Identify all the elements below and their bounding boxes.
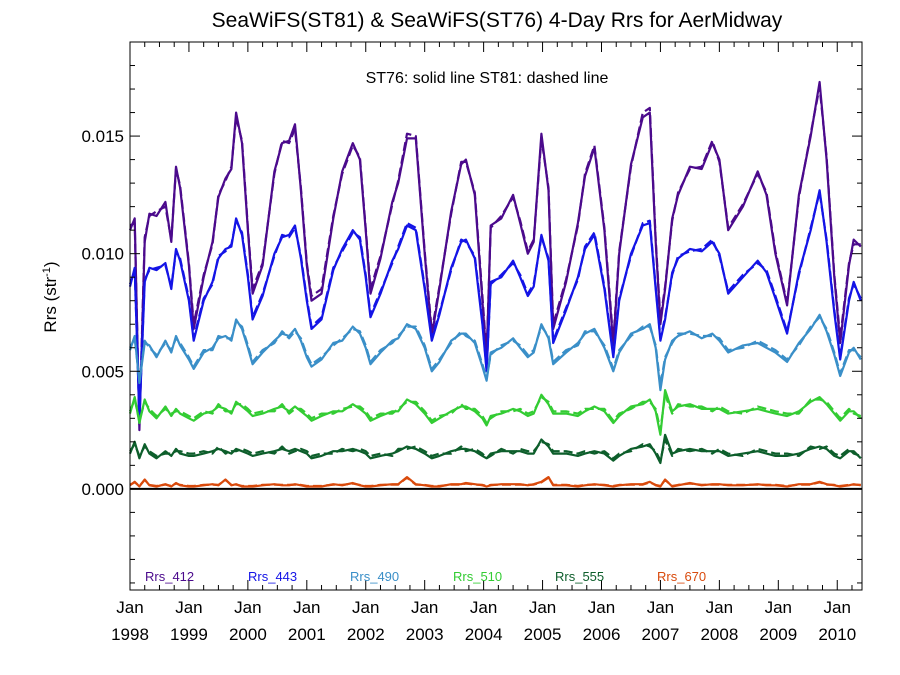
y-tick-label: 0.015 (81, 127, 124, 146)
x-tick-label-year: 2000 (229, 625, 267, 644)
plot-area (128, 80, 862, 490)
series-line-rrs-510-st81-dashed (128, 393, 862, 432)
y-axis-label-superscript: -1 (41, 267, 53, 277)
axes: 0.000 0.005 0.010 0.015 Jan 1998 Jan 1999 Jan 200… (81, 41, 863, 644)
x-tick-label-year: 2008 (700, 625, 738, 644)
x-tick-label-year: 2005 (524, 625, 562, 644)
legend-label-rrs-670: Rrs_670 (657, 569, 706, 584)
x-tick-label-month: Jan (706, 598, 733, 617)
x-tick-label-month: Jan (411, 598, 438, 617)
series-line-rrs-555-st76-solid (128, 433, 862, 465)
x-tick-label-month: Jan (352, 598, 379, 617)
y-axis-label: Rrs (str-1) (41, 261, 60, 332)
x-tick-label-year: 2002 (347, 625, 385, 644)
legend-label-rrs-443: Rrs_443 (248, 569, 297, 584)
x-tick-label-year: 2004 (465, 625, 503, 644)
series-line-rrs-490-st76-solid (128, 313, 862, 392)
chart-title: SeaWiFS(ST81) & SeaWiFS(ST76) 4-Day Rrs … (212, 9, 783, 32)
x-tick-label-year: 1998 (111, 625, 149, 644)
x-tick-label-month: Jan (647, 598, 674, 617)
y-axis-label-text: Rrs (str-1) (41, 261, 60, 332)
x-tick-label-month: Jan (116, 598, 143, 617)
x-tick-label-month: Jan (293, 598, 320, 617)
x-tick-label-year: 2009 (759, 625, 797, 644)
x-tick-label-year: 2010 (818, 625, 856, 644)
x-tick-label-month: Jan (470, 598, 497, 617)
y-tick-label: 0.010 (81, 245, 124, 264)
x-tick-label-year: 2001 (288, 625, 326, 644)
x-tick-label-year: 1999 (170, 625, 208, 644)
legend-label-rrs-555: Rrs_555 (555, 569, 604, 584)
series-line-rrs-412-st76-solid (128, 80, 862, 432)
line-style-annotation: ST76: solid line ST81: dashed line (366, 70, 609, 87)
x-tick-label-year: 2003 (406, 625, 444, 644)
y-tick-label: 0.005 (81, 362, 124, 381)
x-tick-label-month: Jan (234, 598, 261, 617)
legend-label-rrs-510: Rrs_510 (453, 569, 502, 584)
x-tick-label-year: 2006 (583, 625, 621, 644)
plot-frame (129, 41, 863, 591)
legend-label-rrs-412: Rrs_412 (145, 569, 194, 584)
legend-label-rrs-490: Rrs_490 (350, 569, 399, 584)
series-line-rrs-443-st76-solid (128, 189, 862, 420)
x-tick-label-month: Jan (175, 598, 202, 617)
x-tick-label-month: Jan (588, 598, 615, 617)
x-tick-label-month: Jan (824, 598, 851, 617)
x-tick-label-month: Jan (765, 598, 792, 617)
series-line-rrs-412-st81-dashed (129, 85, 861, 427)
x-tick-label-year: 2007 (642, 625, 680, 644)
y-axis-label-main: Rrs (str (41, 277, 60, 333)
series-line-rrs-670-st76-solid (129, 476, 861, 488)
x-tick-label-month: Jan (529, 598, 556, 617)
y-axis-label-close: ) (41, 261, 60, 267)
y-tick-label: 0.000 (81, 480, 124, 499)
legend: Rrs_412 Rrs_443 Rrs_490 Rrs_510 Rrs_555 Rrs_6… (145, 569, 706, 584)
series-line-rrs-510-st76-solid (128, 389, 862, 436)
